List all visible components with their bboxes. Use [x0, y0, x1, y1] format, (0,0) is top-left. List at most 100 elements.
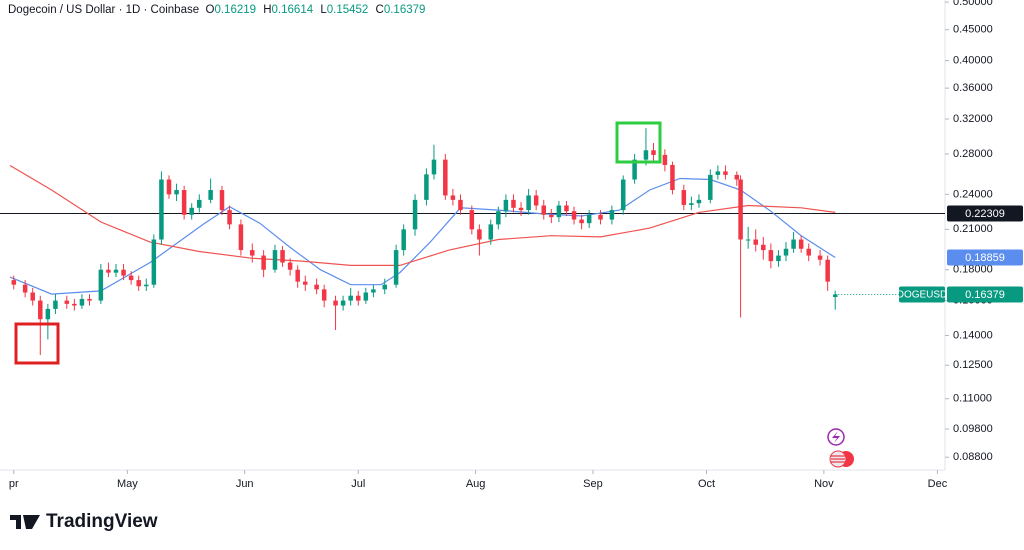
candle-body [151, 239, 157, 285]
candle-body [64, 300, 70, 304]
candle-body [189, 207, 194, 215]
candle-body [280, 250, 285, 263]
candle-body [458, 199, 463, 211]
flag-stripes [831, 455, 845, 463]
y-tick-label: 0.21000 [953, 223, 993, 235]
candle-body [715, 171, 721, 175]
candle-body [166, 179, 172, 195]
candle-body [776, 255, 781, 262]
candle-body [533, 195, 539, 206]
candle-body [340, 300, 346, 306]
candle-body [113, 269, 119, 273]
candle-body [11, 280, 17, 285]
y-tick-label: 0.28000 [953, 148, 993, 160]
y-tick-label: 0.11000 [953, 393, 992, 405]
hline-price-tag: 0.22309 [965, 208, 1005, 220]
candle-body [401, 229, 406, 251]
candle-body [159, 179, 164, 240]
ohlc-value: 0.15452 [326, 4, 369, 16]
candle-body [144, 284, 149, 287]
candle-body [261, 255, 266, 270]
ohlc-label: O [205, 4, 215, 16]
candle-body [431, 159, 437, 175]
y-tick-label: 0.09800 [953, 423, 993, 435]
x-tick-label: Jul [351, 478, 365, 490]
brand-icon [10, 515, 40, 529]
candle-body [477, 229, 482, 240]
brand-name: TradingView [46, 511, 158, 532]
highlight-box-high [615, 121, 662, 164]
y-tick-label: 0.24000 [953, 188, 993, 200]
last-price-tag: 0.16379 [965, 289, 1005, 301]
candle-body [356, 295, 361, 301]
candle-body [238, 224, 244, 251]
candle-body [128, 275, 134, 281]
candle-body [761, 244, 766, 251]
candle-body [393, 250, 399, 285]
candle-body [121, 269, 126, 276]
candle-body [753, 239, 758, 245]
candle-body [208, 190, 213, 200]
candle-body [287, 262, 293, 270]
ma-price-tag-bg [947, 249, 1023, 266]
candle-body [45, 308, 51, 320]
candle-body [272, 250, 278, 270]
candle-body [503, 199, 509, 212]
candle-body [745, 239, 751, 241]
candle-body [643, 150, 649, 160]
candle-body [488, 224, 493, 240]
candle-body [511, 199, 516, 208]
candle-body [832, 294, 838, 298]
candle-body [696, 199, 702, 204]
candle-body [579, 219, 584, 224]
x-tick-label: Oct [698, 478, 715, 490]
candle-body [632, 159, 637, 180]
candle-body [662, 154, 668, 165]
candle-body [825, 259, 830, 282]
y-tick-label: 0.50000 [953, 0, 993, 8]
candle-body [526, 195, 531, 211]
candle-body [87, 298, 92, 301]
y-tick-label: 0.32000 [953, 113, 993, 125]
ohlc-label: H [263, 4, 272, 16]
candle-body [79, 298, 85, 306]
candle-body [609, 210, 615, 220]
candle-body [469, 210, 475, 230]
candle-body [571, 211, 577, 220]
x-tick-label: Aug [466, 478, 486, 490]
candle-body [738, 179, 743, 240]
candle-body [136, 280, 141, 287]
candle-body [181, 190, 187, 215]
y-tick-label: 0.36000 [953, 82, 993, 94]
candle-body [333, 300, 338, 306]
candle-body [348, 295, 353, 301]
candle-body [541, 205, 546, 215]
candle-body [620, 179, 626, 211]
candle-body [734, 174, 740, 180]
candle-body [424, 174, 429, 200]
candle-body [798, 239, 804, 249]
candle-body [72, 303, 77, 306]
hline-price-tag-bg [947, 205, 1023, 222]
candle-body [651, 150, 656, 155]
x-tick-label: Dec [928, 478, 948, 490]
symbol-tag-bg [899, 286, 945, 303]
candle-body [382, 284, 388, 290]
candle-body [708, 174, 713, 200]
y-tick-label: 0.14000 [953, 329, 993, 341]
candle-body [30, 292, 35, 301]
symbol-title: Dogecoin / US Dollar · 1D · Coinbase [8, 4, 200, 16]
candle-body [412, 199, 418, 230]
y-tick-label: 0.12500 [953, 359, 993, 371]
candle-body [371, 289, 376, 293]
candle-body [791, 239, 796, 249]
candle-body [564, 205, 569, 212]
candle-body [689, 203, 694, 205]
ma-price-tag: 0.18859 [965, 252, 1005, 264]
moving-average-line [9, 164, 836, 266]
brand-logo[interactable]: TradingView [10, 511, 158, 533]
candle-body [98, 269, 104, 301]
plot-area [0, 128, 945, 355]
